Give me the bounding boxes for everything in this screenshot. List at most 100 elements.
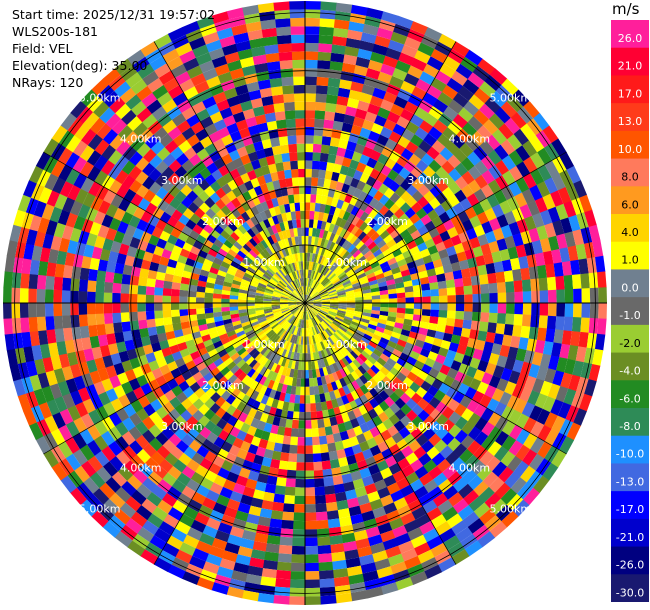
ray-gate — [262, 248, 271, 258]
ray-gate — [320, 276, 328, 285]
ray-gate — [278, 460, 289, 470]
ray-gate — [427, 351, 439, 362]
ray-gate — [281, 278, 289, 286]
ray-gate — [506, 493, 524, 511]
ray-gate — [403, 491, 419, 505]
ray-gate — [305, 297, 312, 303]
ray-gate — [428, 486, 444, 501]
ray-gate — [385, 138, 398, 151]
ray-gate — [255, 114, 267, 125]
ray-gate — [268, 255, 276, 264]
ray-gate — [530, 168, 545, 186]
ray-gate — [276, 316, 285, 323]
ray-gate — [268, 342, 276, 351]
ray-gate — [589, 303, 599, 319]
ray-gate — [283, 312, 292, 318]
ray-gate — [446, 77, 463, 93]
ray-gate — [297, 278, 301, 287]
elevation: Elevation(deg): 35.00 — [12, 58, 148, 73]
ray-gate — [311, 419, 319, 429]
ray-gate — [388, 39, 405, 53]
ray-gate — [417, 421, 430, 434]
ray-gate — [547, 303, 557, 317]
ray-gate — [403, 234, 414, 245]
ray-gate — [274, 287, 283, 293]
ray-gate — [370, 364, 380, 375]
ray-gate — [462, 511, 480, 528]
ray-gate — [92, 488, 110, 505]
ray-gate — [13, 378, 26, 397]
ray-gate — [326, 315, 335, 322]
ray-gate — [129, 151, 144, 166]
ray-gate — [447, 437, 461, 452]
ray-gate — [383, 269, 393, 278]
ray-gate — [306, 319, 309, 328]
ray-gate — [335, 593, 353, 604]
ray-gate — [131, 100, 147, 116]
ray-gate — [280, 279, 288, 287]
ray-gate — [411, 86, 427, 100]
ray-gate — [179, 289, 189, 297]
ray-gate — [301, 370, 305, 379]
ray-gate — [428, 197, 441, 210]
ray-gate — [159, 133, 174, 148]
ray-gate — [61, 225, 74, 240]
ray-gate — [410, 134, 424, 147]
ray-gate — [259, 508, 273, 519]
ray-gate — [179, 50, 197, 64]
colorbar-swatch — [611, 408, 649, 437]
ray-gate — [520, 267, 531, 281]
ray-gate — [324, 339, 331, 348]
ray-gate — [359, 154, 370, 166]
ray-gate — [260, 346, 268, 356]
ray-gate — [157, 478, 172, 493]
ray-gate — [401, 464, 415, 478]
ray-gate — [580, 227, 593, 244]
ray-gate — [347, 352, 356, 362]
ray-gate — [551, 342, 562, 358]
ray-gate — [314, 360, 319, 370]
ray-gate — [476, 211, 489, 225]
ray-gate — [536, 366, 549, 381]
ray-gate — [328, 355, 336, 365]
ray-gate — [332, 36, 348, 47]
ray-gate — [198, 274, 208, 283]
ray-gate — [23, 179, 37, 198]
ray-gate — [285, 323, 292, 332]
ray-gate — [392, 326, 403, 335]
ray-gate — [205, 517, 221, 531]
ray-gate — [361, 362, 371, 372]
ray-gate — [248, 359, 258, 369]
ray-gate — [429, 185, 442, 198]
ray-gate — [267, 235, 275, 245]
ray-gate — [288, 300, 297, 303]
ray-gate — [149, 154, 163, 169]
ray-gate — [325, 434, 335, 444]
ray-gate — [249, 281, 258, 288]
ray-gate — [350, 124, 363, 136]
ray-gate — [36, 288, 46, 303]
ray-gate — [258, 282, 267, 288]
ray-gate — [263, 298, 272, 302]
ray-gate — [264, 290, 274, 295]
ray-gate — [319, 322, 327, 331]
ray-gate — [19, 302, 29, 318]
ray-gate — [312, 271, 318, 280]
ray-gate — [312, 326, 317, 335]
ray-gate — [259, 211, 268, 221]
ray-gate — [140, 336, 151, 347]
ray-gate — [268, 280, 277, 287]
ray-gate — [488, 240, 500, 254]
ray-gate — [199, 228, 211, 239]
ray-gate — [317, 342, 323, 351]
ray-gate — [311, 236, 316, 245]
ray-gate — [405, 121, 420, 135]
ray-gate — [390, 561, 408, 575]
ray-gate — [394, 197, 406, 209]
ray-gate — [277, 553, 292, 563]
ray-gate — [200, 116, 214, 129]
ray-gate — [234, 344, 244, 353]
ray-gate — [465, 366, 478, 379]
ray-gate — [322, 127, 333, 138]
ray-gate — [220, 366, 231, 376]
